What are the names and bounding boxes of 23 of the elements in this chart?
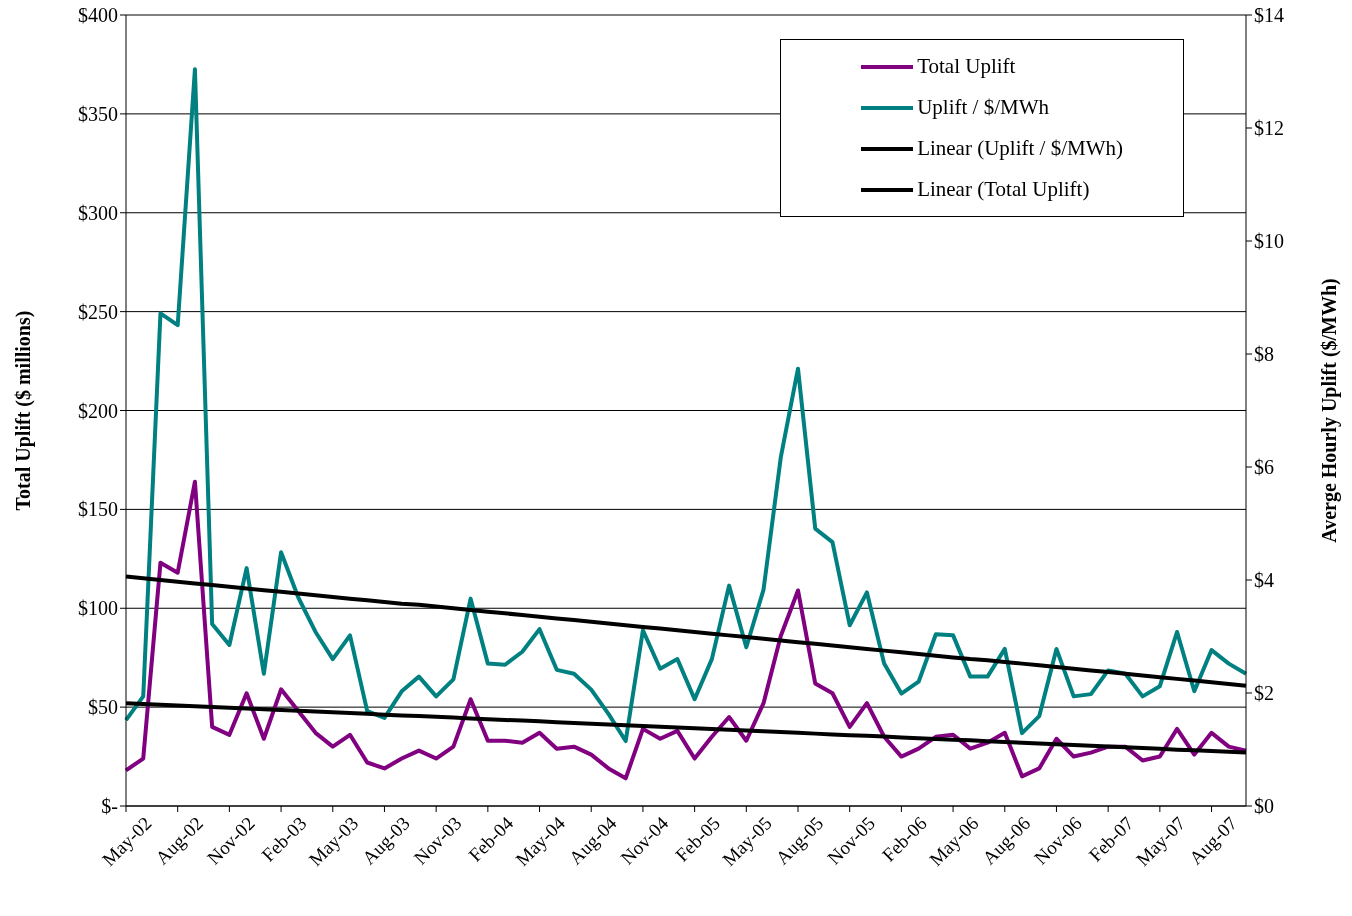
- y-axis-title: Total Uplift ($ millions): [12, 310, 36, 511]
- y2-tick-label: $6: [1254, 456, 1274, 479]
- y-tick-label: $350: [78, 102, 118, 125]
- y-tick-label: $400: [78, 4, 118, 27]
- legend-label: Total Uplift: [917, 54, 1016, 79]
- y-tick-label: $50: [88, 696, 118, 719]
- y-tick-label: $100: [78, 597, 118, 620]
- y2-tick-label: $12: [1254, 117, 1284, 140]
- y2-tick-label: $8: [1254, 343, 1274, 366]
- y-tick-label: $250: [78, 300, 118, 323]
- y-tick-label: $150: [78, 498, 118, 521]
- legend-label: Linear (Uplift / $/MWh): [917, 136, 1123, 161]
- y2-axis-title: Averge Hourly Uplift ($/MWh): [1318, 278, 1342, 543]
- legend-label: Linear (Total Uplift): [917, 177, 1090, 202]
- y2-tick-label: $0: [1254, 795, 1274, 818]
- y-tick-label: $200: [78, 399, 118, 422]
- y-tick-label: $-: [101, 795, 118, 818]
- y2-tick-label: $2: [1254, 682, 1274, 705]
- y-tick-label: $300: [78, 201, 118, 224]
- y2-tick-label: $4: [1254, 569, 1274, 592]
- legend-label: Uplift / $/MWh: [917, 95, 1049, 120]
- y2-tick-label: $10: [1254, 230, 1284, 253]
- y2-tick-label: $14: [1254, 4, 1284, 27]
